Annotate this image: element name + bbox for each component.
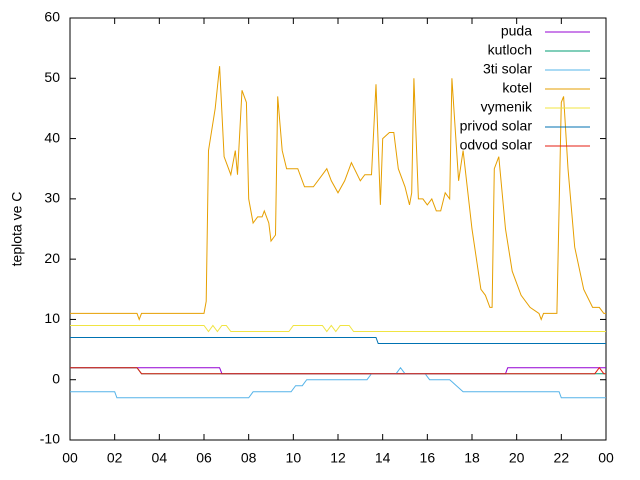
- x-tick-label: 00: [598, 450, 614, 466]
- series-line: [70, 66, 606, 321]
- legend-label: odvod solar: [460, 137, 533, 153]
- y-tick-label: 10: [44, 310, 60, 326]
- y-tick-label: 20: [44, 250, 60, 266]
- x-tick-label: 02: [107, 450, 123, 466]
- legend-label: 3ti solar: [483, 61, 532, 77]
- x-tick-label: 16: [420, 450, 436, 466]
- x-tick-label: 14: [375, 450, 391, 466]
- series-line: [70, 324, 606, 333]
- y-tick-label: 0: [52, 370, 60, 386]
- series-line: [70, 367, 606, 375]
- series-line: [70, 366, 606, 399]
- legend-label: privod solar: [460, 118, 533, 134]
- plot-border: [69, 17, 607, 441]
- legend-label: vymenik: [481, 99, 533, 115]
- x-tick-label: 10: [286, 450, 302, 466]
- x-tick-label: 04: [152, 450, 168, 466]
- x-tick-label: 00: [62, 450, 78, 466]
- legend-label: kutloch: [488, 42, 532, 58]
- y-tick-label: -10: [40, 431, 60, 447]
- legend-label: kotel: [502, 80, 532, 96]
- y-tick-label: 40: [44, 129, 60, 145]
- x-tick-label: 20: [509, 450, 525, 466]
- y-tick-label: 50: [44, 69, 60, 85]
- x-tick-label: 12: [330, 450, 346, 466]
- series-line: [70, 337, 606, 344]
- x-tick-label: 06: [196, 450, 212, 466]
- series-line: [70, 367, 606, 375]
- x-tick-label: 18: [464, 450, 480, 466]
- x-tick-label: 08: [241, 450, 257, 466]
- x-tick-label: 22: [554, 450, 570, 466]
- series-line: [70, 366, 606, 375]
- legend-label: puda: [501, 23, 532, 39]
- y-tick-label: 60: [44, 9, 60, 25]
- y-axis-label: teplota ve C: [9, 192, 25, 267]
- y-tick-label: 30: [44, 190, 60, 206]
